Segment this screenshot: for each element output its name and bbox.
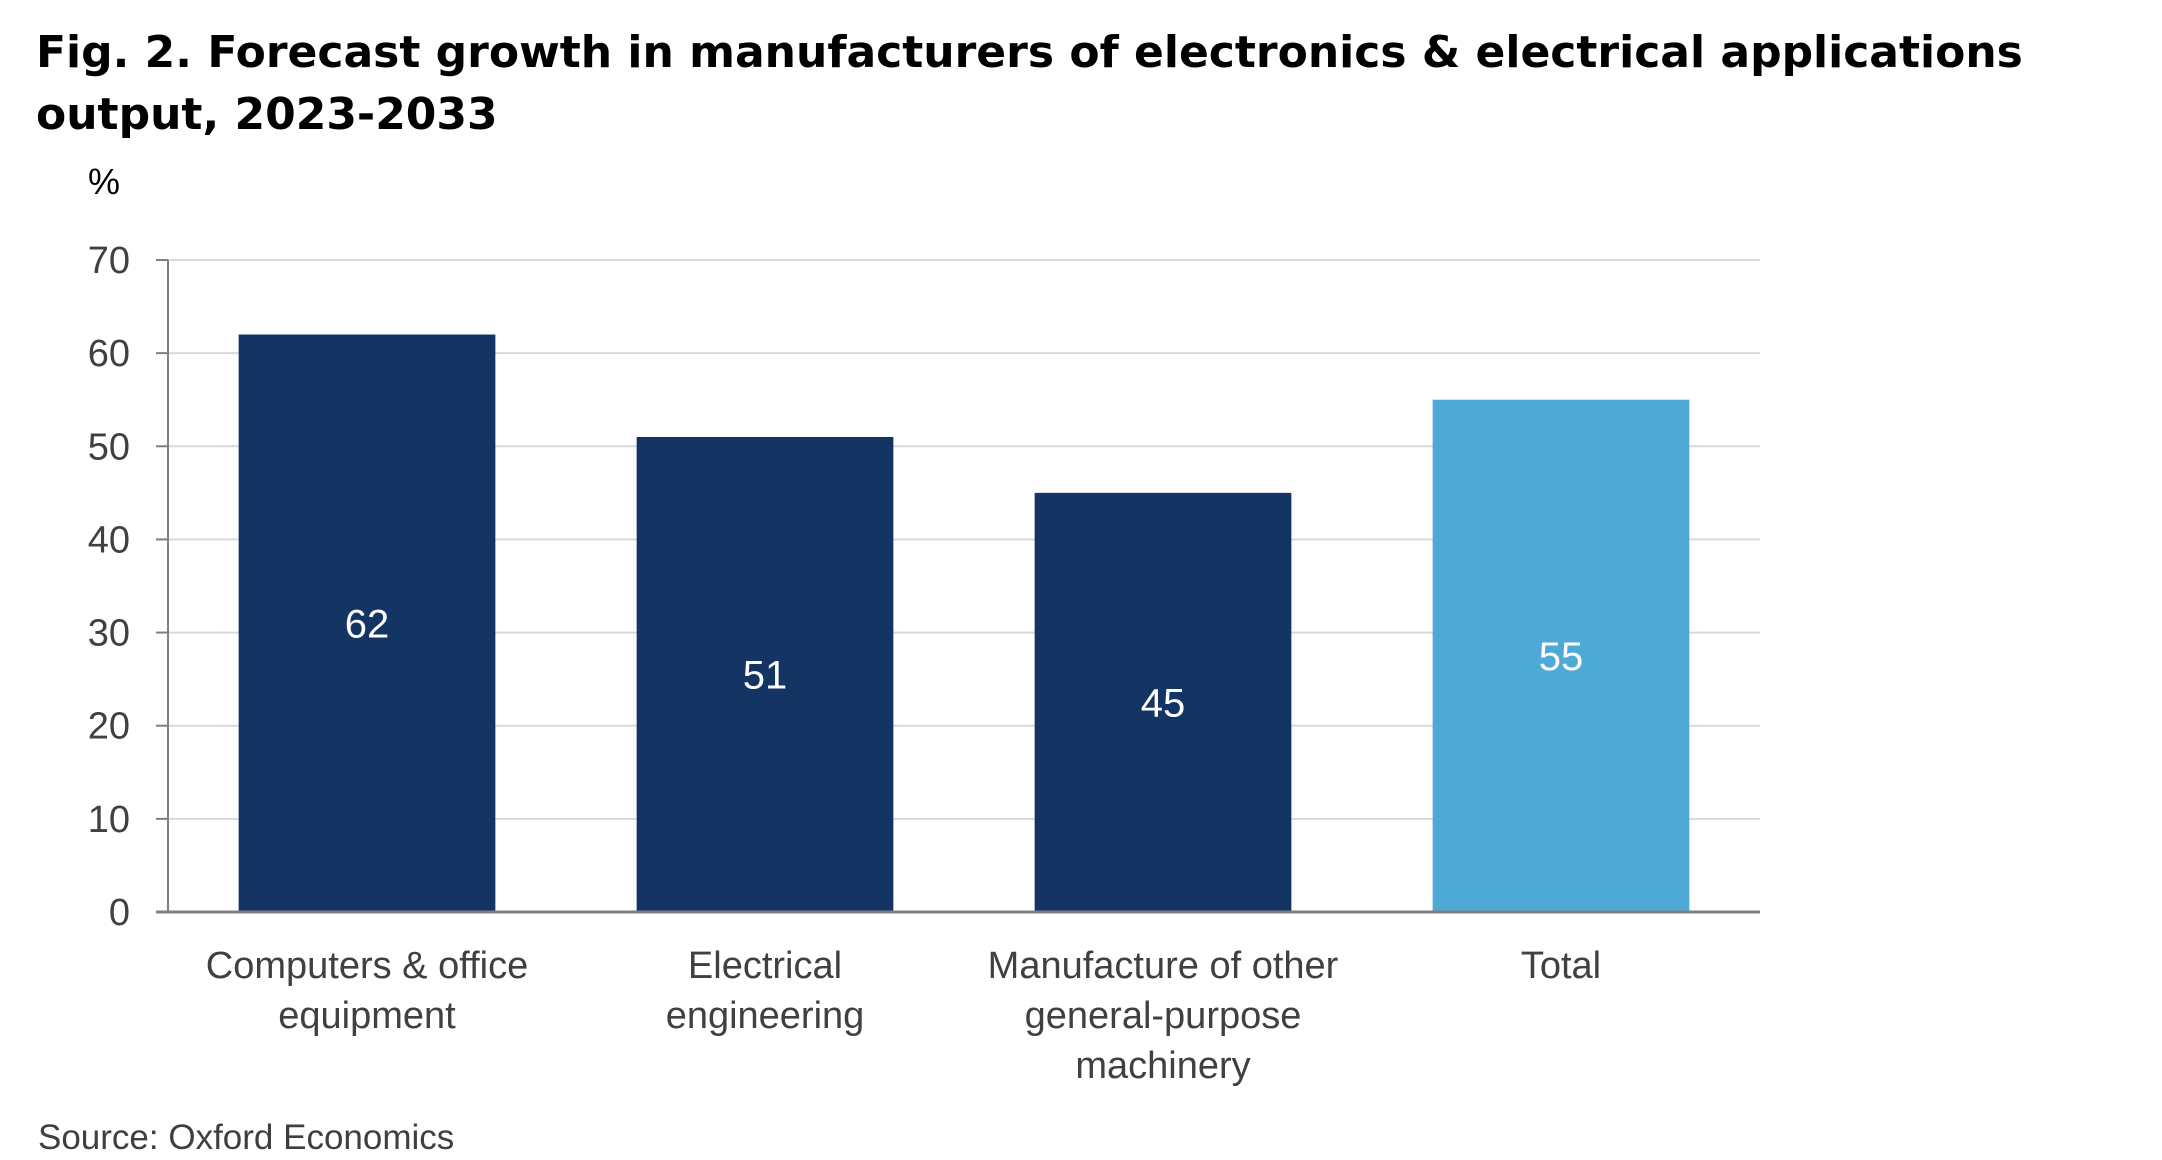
x-tick-label: equipment xyxy=(278,995,456,1037)
data-label: 45 xyxy=(1141,681,1186,725)
y-tick-label: 0 xyxy=(109,892,130,934)
x-tick-label: machinery xyxy=(1075,1045,1250,1087)
x-tick-label: Computers & office xyxy=(206,945,528,987)
chart-title: Fig. 2. Forecast growth in manufacturers… xyxy=(36,27,2023,140)
y-tick-label: 20 xyxy=(88,706,130,748)
bar xyxy=(238,334,496,912)
y-tick-label: 70 xyxy=(88,240,130,282)
y-tick-label: 60 xyxy=(88,333,130,375)
y-tick-label: 50 xyxy=(88,426,130,468)
y-axis-unit-label: % xyxy=(88,161,120,202)
bar xyxy=(1432,399,1690,912)
x-tick-label: Total xyxy=(1521,945,1601,987)
bar xyxy=(1034,492,1292,912)
x-tick-label: general-purpose xyxy=(1025,995,1302,1037)
data-label: 51 xyxy=(743,653,788,697)
x-tick-label: Electrical xyxy=(688,945,842,987)
bar xyxy=(636,436,894,912)
data-label: 62 xyxy=(345,602,390,646)
y-tick-label: 10 xyxy=(88,799,130,841)
data-label: 55 xyxy=(1539,635,1584,679)
x-tick-label: Manufacture of other xyxy=(988,945,1339,987)
y-tick-label: 40 xyxy=(88,519,130,561)
source-note: Source: Oxford Economics xyxy=(38,1118,455,1157)
y-tick-label: 30 xyxy=(88,613,130,655)
x-tick-label: engineering xyxy=(666,995,865,1037)
